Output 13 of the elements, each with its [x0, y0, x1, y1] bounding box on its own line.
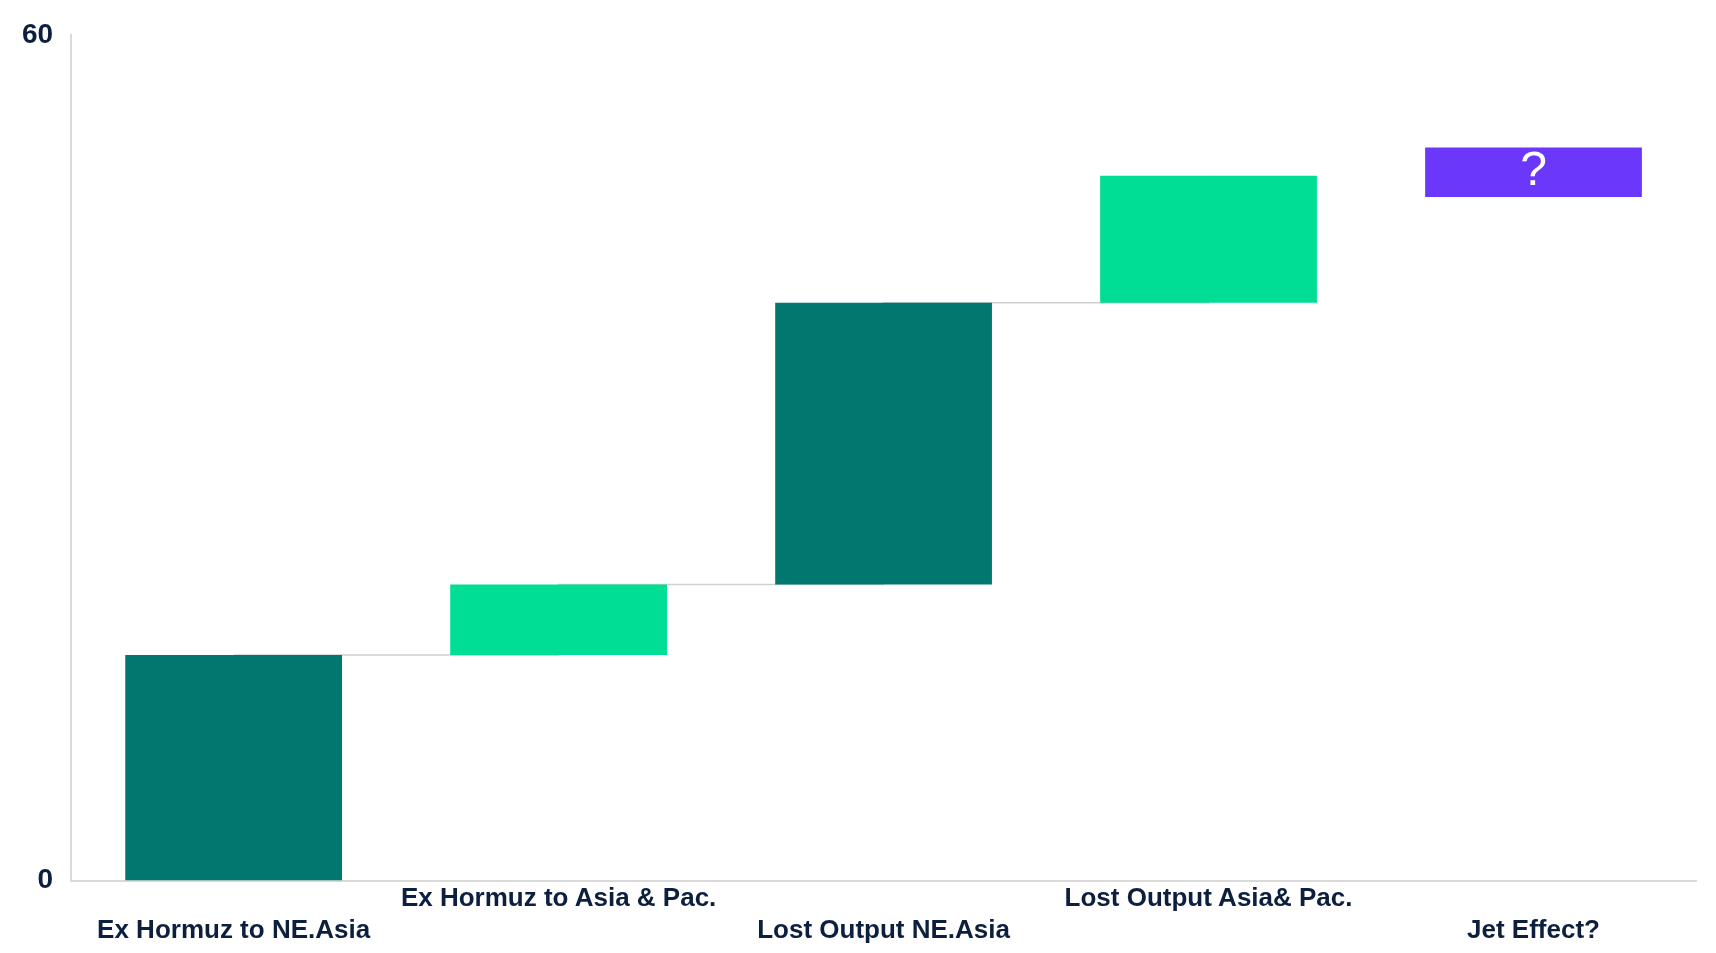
- x-tick-label: Jet Effect?: [1467, 913, 1600, 944]
- x-tick-label: Lost Output Asia& Pac.: [1064, 882, 1353, 913]
- bar: [125, 655, 343, 881]
- bar: [450, 584, 667, 656]
- bar: [1100, 175, 1317, 303]
- bar: [775, 302, 992, 585]
- x-tick-label: Ex Hormuz to NE.Asia: [97, 913, 371, 944]
- x-tick-label: Ex Hormuz to Asia & Pac.: [400, 882, 717, 913]
- y-tick-label: 0: [37, 863, 54, 895]
- x-tick-label: Lost Output NE.Asia: [757, 913, 1011, 944]
- bar: [1425, 147, 1642, 197]
- data-label: ?: [1520, 142, 1547, 196]
- y-tick-label: 60: [21, 17, 54, 49]
